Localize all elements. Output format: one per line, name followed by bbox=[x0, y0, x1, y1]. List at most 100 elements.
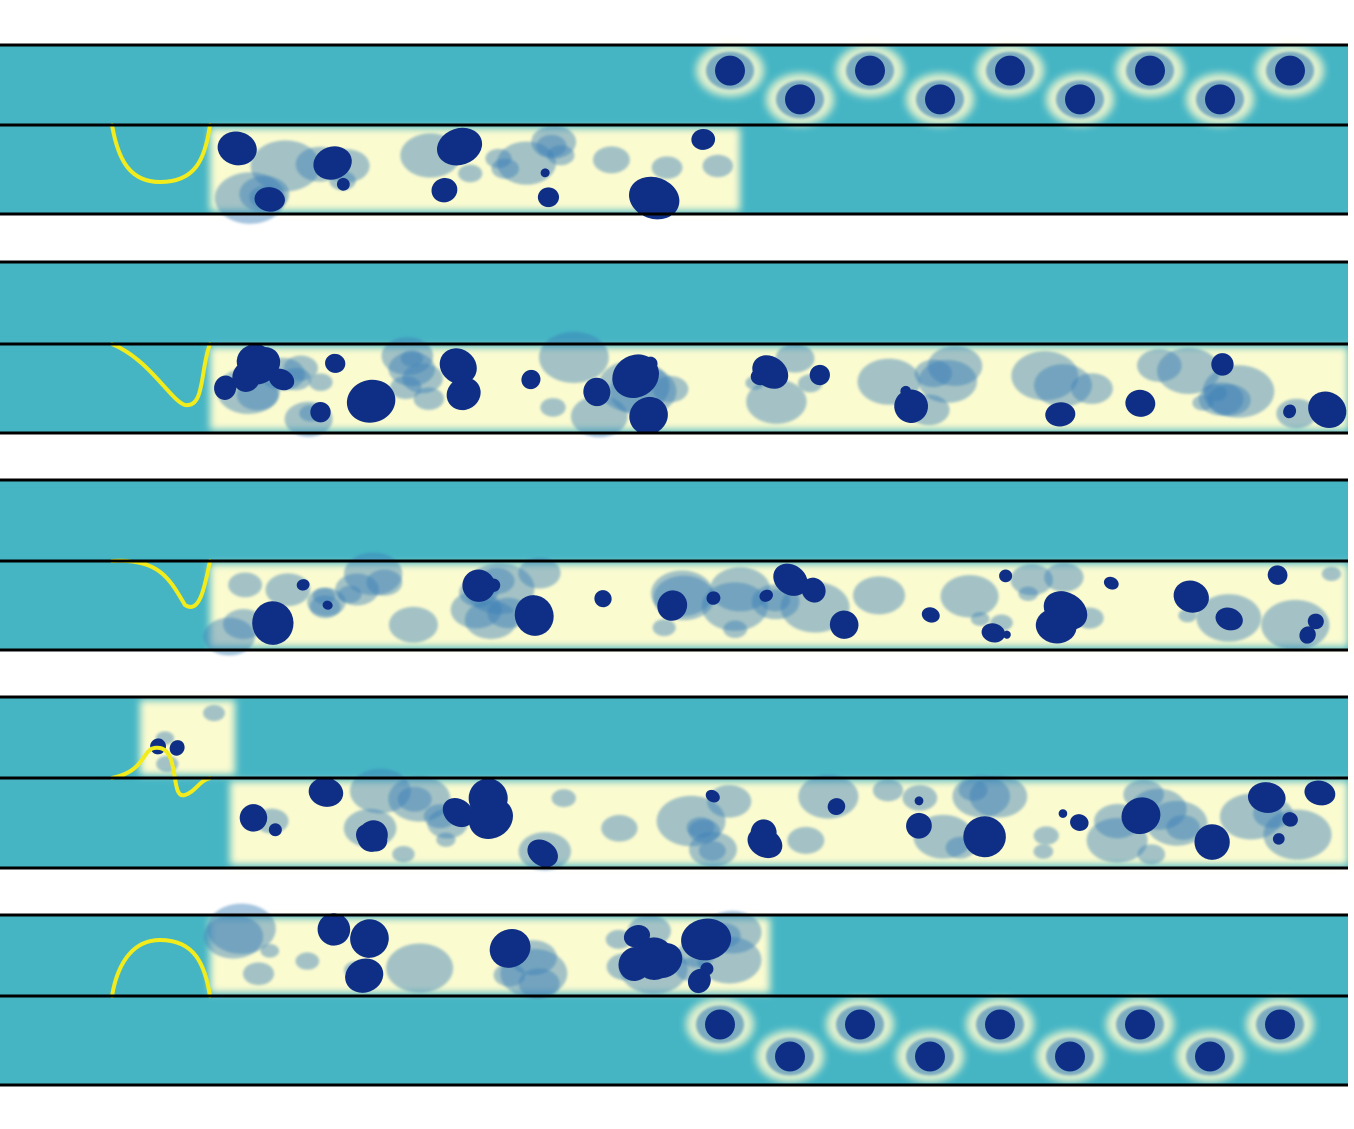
flexible-plate bbox=[110, 342, 212, 408]
vortex-core bbox=[750, 368, 770, 386]
vortex-core bbox=[773, 563, 808, 596]
vortex-core bbox=[1070, 814, 1089, 831]
vorticity-patch bbox=[458, 164, 483, 183]
vortex-core bbox=[1195, 1041, 1225, 1072]
vortex-core bbox=[254, 187, 285, 212]
vortex-core bbox=[336, 177, 350, 191]
vortex-core bbox=[1058, 809, 1068, 818]
vortex-core bbox=[442, 797, 474, 828]
vortex-core bbox=[317, 913, 351, 946]
vorticity-patch bbox=[436, 832, 456, 847]
vortex-core bbox=[985, 1009, 1015, 1040]
vorticity-patch bbox=[203, 914, 264, 959]
vortex-core bbox=[232, 361, 261, 392]
vorticity-patch bbox=[1202, 365, 1275, 418]
vortex-core bbox=[645, 943, 683, 979]
vorticity-patch bbox=[540, 398, 566, 417]
vortex-core bbox=[715, 55, 745, 86]
vorticity-patch bbox=[308, 373, 333, 391]
vorticity-patch bbox=[1033, 826, 1059, 845]
vortex-core bbox=[1275, 55, 1305, 86]
vortex-core bbox=[1125, 1009, 1155, 1040]
vorticity-patch bbox=[853, 576, 906, 615]
vortex-core bbox=[1125, 389, 1156, 417]
panel-4 bbox=[0, 695, 1348, 871]
panel-5 bbox=[0, 903, 1348, 1087]
vortex-core bbox=[537, 187, 560, 208]
vortex-core bbox=[217, 131, 257, 166]
vorticity-patch bbox=[798, 774, 859, 819]
vortex-core bbox=[1247, 782, 1286, 813]
vortex-core bbox=[915, 1041, 945, 1072]
vorticity-patch bbox=[335, 573, 379, 606]
flexible-plate bbox=[110, 123, 212, 185]
vortex-core bbox=[809, 364, 830, 386]
vorticity-patch bbox=[1033, 844, 1054, 859]
vortex-core bbox=[1265, 1009, 1295, 1040]
vortex-core bbox=[925, 84, 955, 115]
vortex-core bbox=[827, 798, 846, 816]
vorticity-patch bbox=[228, 572, 263, 598]
vortex-core bbox=[350, 919, 389, 958]
vortex-core bbox=[900, 385, 911, 396]
vortex-core bbox=[801, 577, 826, 603]
vortex-core bbox=[487, 578, 501, 592]
vortex-core bbox=[1103, 576, 1119, 590]
vortex-core bbox=[894, 389, 929, 423]
vorticity-patch bbox=[389, 375, 422, 400]
vorticity-patch bbox=[536, 134, 567, 157]
vorticity-patch bbox=[652, 376, 689, 403]
vortex-core bbox=[686, 929, 711, 955]
vortex-core bbox=[1308, 391, 1347, 428]
vortex-core bbox=[1035, 608, 1077, 644]
vortex-core bbox=[521, 369, 541, 390]
vortex-core bbox=[906, 812, 932, 839]
vorticity-patch bbox=[1136, 349, 1182, 382]
wake-region bbox=[210, 125, 740, 224]
vortex-core bbox=[431, 177, 458, 203]
vortex-core bbox=[355, 823, 388, 852]
vortex-core bbox=[785, 84, 815, 115]
vorticity-patch bbox=[652, 619, 676, 637]
flexible-plate bbox=[110, 937, 212, 998]
vortex-core bbox=[583, 377, 611, 407]
vortex-core bbox=[345, 958, 384, 993]
vortex-core bbox=[594, 590, 612, 608]
vorticity-patch bbox=[1321, 566, 1342, 581]
vorticity-patch bbox=[349, 768, 411, 814]
vortex-core bbox=[310, 401, 331, 423]
vortex-core bbox=[1173, 580, 1209, 613]
vorticity-patch bbox=[927, 346, 983, 387]
wake-region bbox=[686, 998, 1314, 1083]
vortex-core bbox=[1205, 84, 1235, 115]
panel-3 bbox=[0, 478, 1348, 656]
vortex-core bbox=[1283, 404, 1297, 419]
vortex-core bbox=[1272, 833, 1285, 845]
wake-region bbox=[203, 903, 770, 999]
vorticity-patch bbox=[1010, 564, 1053, 596]
vortex-core bbox=[296, 579, 310, 591]
vorticity-patch bbox=[1192, 395, 1214, 411]
vortex-core bbox=[313, 146, 352, 180]
flexible-plate bbox=[110, 558, 212, 609]
vortex-core bbox=[1194, 824, 1230, 860]
vortex-core bbox=[999, 569, 1013, 583]
vortex-core bbox=[489, 929, 531, 968]
vorticity-patch bbox=[651, 156, 683, 179]
vortex-core bbox=[759, 589, 773, 602]
vortex-core bbox=[436, 127, 483, 166]
vorticity-patch bbox=[538, 331, 609, 384]
vorticity-patch bbox=[242, 962, 275, 986]
vortex-core bbox=[540, 168, 550, 178]
vorticity-patch bbox=[203, 704, 226, 722]
vorticity-patch bbox=[450, 591, 502, 629]
vortex-core bbox=[1065, 84, 1095, 115]
flexible-plate bbox=[110, 745, 212, 798]
vortex-core bbox=[514, 595, 554, 636]
vorticity-patch bbox=[260, 944, 280, 958]
vortex-core bbox=[963, 816, 1006, 858]
vorticity-patch bbox=[388, 606, 438, 643]
vorticity-patch bbox=[723, 620, 748, 638]
vorticity-patch bbox=[386, 943, 454, 993]
vorticity-patch bbox=[698, 840, 726, 861]
